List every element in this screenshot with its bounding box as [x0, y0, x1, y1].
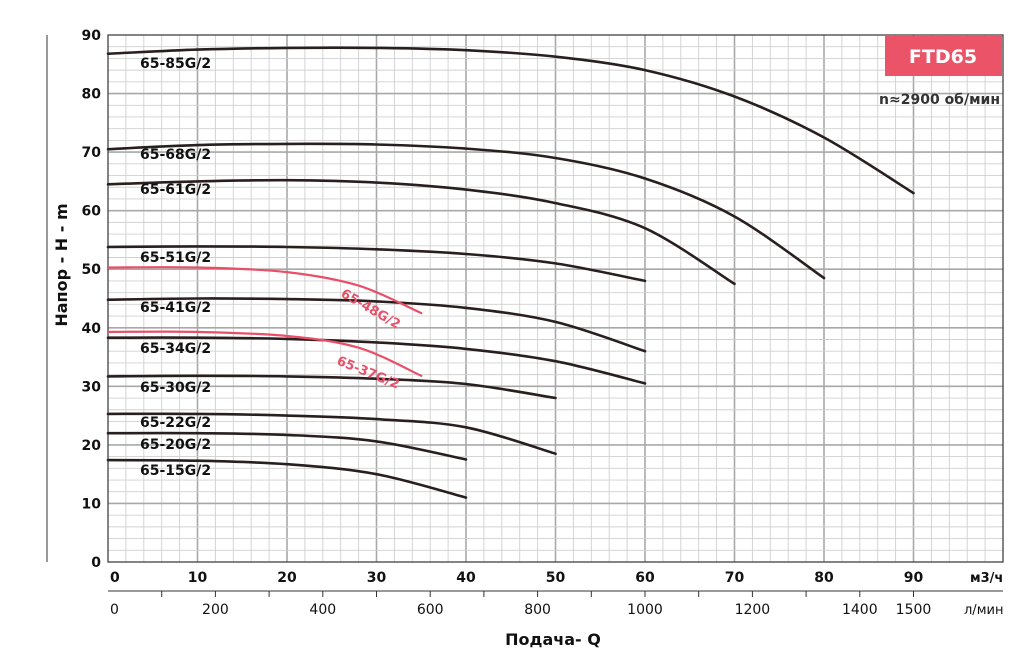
x2-unit-label: л/мин — [964, 603, 1003, 618]
series-label: 65-30G/2 — [140, 380, 211, 396]
x-tick-label: 30 — [367, 570, 387, 586]
x-tick-label: 20 — [277, 570, 297, 586]
y-tick-label: 20 — [82, 438, 102, 454]
x-tick-label: 0 — [110, 570, 120, 586]
x-tick-label: 10 — [188, 570, 208, 586]
y-tick-label: 40 — [82, 321, 102, 337]
series-label: 65-51G/2 — [140, 250, 211, 266]
x2-tick-label: 600 — [417, 602, 444, 618]
series-label: 65-22G/2 — [140, 415, 211, 431]
x-tick-label: 70 — [725, 570, 745, 586]
curve-65-20G/2 — [106, 431, 468, 461]
y-tick-labels: 0 10 20 30 40 50 60 70 80 90 — [82, 28, 102, 571]
y-axis-title: Напор - H - m — [52, 203, 71, 326]
x-tick-labels: 0 10 20 30 40 50 60 70 80 90 — [110, 570, 923, 586]
model-badge-background — [885, 36, 1002, 76]
x-unit-label: м3/ч — [970, 571, 1003, 586]
y-tick-label: 30 — [82, 379, 102, 395]
curve-65-51G/2 — [106, 245, 647, 283]
series-label: 65-20G/2 — [140, 437, 211, 453]
y-tick-label: 10 — [82, 496, 102, 512]
x2-tick-label: 800 — [524, 602, 551, 618]
y-tick-label: 0 — [91, 555, 101, 571]
model-badge-text: FTD65 — [909, 46, 977, 68]
x2-tick-labels: 0 200 400 600 800 1000 1200 1400 1500 — [110, 602, 931, 618]
curve-65-85G/2 — [106, 46, 915, 195]
y-tick-label: 50 — [82, 262, 102, 278]
series-label: 65-34G/2 — [140, 341, 211, 357]
x2-tick-label: 1400 — [842, 602, 878, 618]
x2-ticks — [161, 591, 914, 597]
curve-65-41G/2 — [106, 297, 647, 353]
model-badge: FTD65 — [885, 36, 1002, 76]
series-label: 65-68G/2 — [140, 147, 211, 163]
series-label: 65-48G/2 — [338, 286, 403, 332]
x2-tick-label: 400 — [309, 602, 336, 618]
speed-label: n≈2900 об/мин — [879, 92, 1000, 108]
x2-tick-label: 200 — [202, 602, 229, 618]
x2-tick-label: 1200 — [735, 602, 771, 618]
x2-tick-label: 1500 — [896, 602, 932, 618]
curve-65-34G/2 — [106, 336, 647, 385]
series-label: 65-85G/2 — [140, 56, 211, 72]
curve-65-37G/2 — [106, 330, 423, 377]
x-axis-title: Подача- Q — [505, 630, 601, 649]
curves: 65-85G/2 65-68G/2 65-61G/2 65-51G/2 65-41G/2… — [106, 46, 915, 499]
y-tick-label: 60 — [82, 204, 102, 220]
x-tick-label: 60 — [635, 570, 655, 586]
curve-65-48G/2 — [106, 266, 423, 315]
x-tick-label: 40 — [456, 570, 476, 586]
y-tick-label: 70 — [82, 145, 102, 161]
series-label: 65-41G/2 — [140, 300, 211, 316]
y-tick-label: 90 — [82, 28, 102, 44]
y-tick-label: 80 — [82, 87, 102, 103]
curve-65-30G/2 — [106, 374, 557, 400]
x2-tick-label: 0 — [110, 602, 119, 618]
curve-65-22G/2 — [106, 412, 557, 455]
x-tick-label: 80 — [814, 570, 834, 586]
x-tick-label: 50 — [546, 570, 566, 586]
series-label: 65-15G/2 — [140, 463, 211, 479]
curve-65-15G/2 — [106, 458, 468, 499]
curve-65-68G/2 — [106, 142, 826, 280]
series-label: 65-61G/2 — [140, 182, 211, 198]
curve-65-61G/2 — [106, 178, 736, 286]
x2-tick-label: 1000 — [627, 602, 663, 618]
x-tick-label: 90 — [904, 570, 924, 586]
